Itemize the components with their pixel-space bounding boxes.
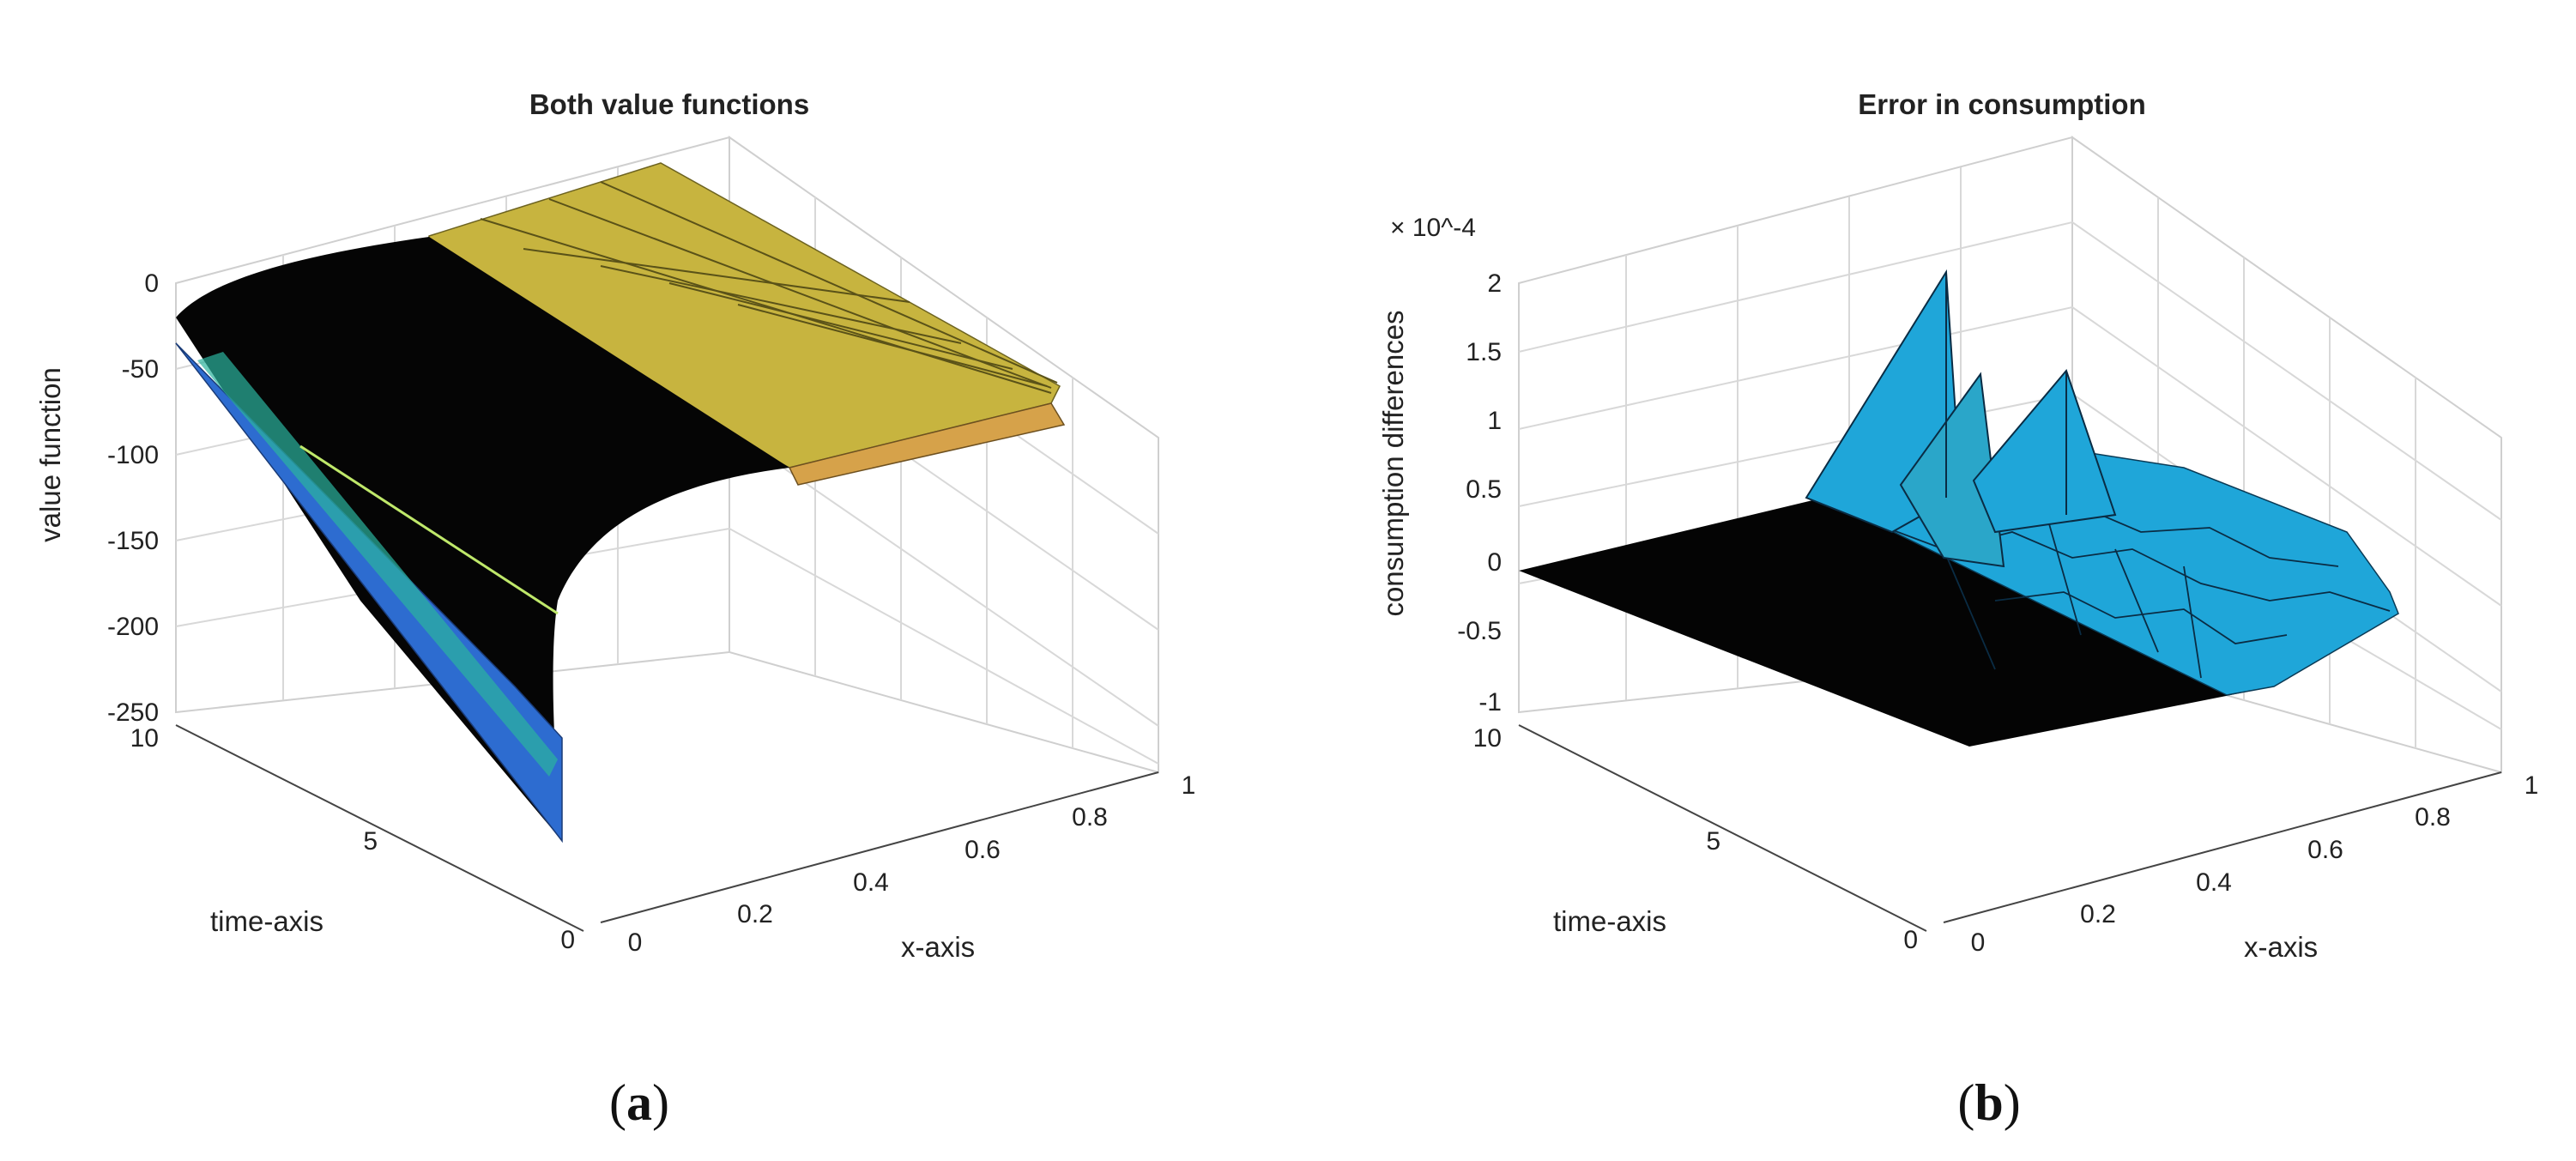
panel-b-yt-5: 5 [1706, 827, 1720, 856]
panel-b-title: Error in consumption [1858, 88, 2146, 120]
panel-b-zt-15: 1.5 [1466, 338, 1502, 366]
panel-a-xt-2: 0.4 [853, 868, 889, 897]
panel-a-zt-0: 0 [144, 269, 159, 298]
panel-a-x-ticks: 0 0.2 0.4 0.6 0.8 1 [628, 771, 1196, 957]
panel-a-title: Both value functions [529, 88, 809, 120]
panel-b-exponent: × 10^-4 [1390, 214, 1476, 242]
panel-a-ylabel: time-axis [210, 905, 324, 937]
panel-a-xt-0: 0 [628, 928, 643, 957]
panel-b-xt-5: 1 [2525, 771, 2539, 800]
panel-a-yt-10: 10 [130, 724, 159, 753]
panel-a-zt-1: -50 [122, 355, 159, 384]
panel-b-xt-4: 0.8 [2415, 803, 2451, 831]
panel-a-axis-lines [175, 724, 1159, 932]
panel-b-xt-1: 0.2 [2080, 900, 2116, 928]
panel-b-zt-05: 0.5 [1466, 475, 1502, 504]
panel-a-zlabel: value function [34, 367, 66, 542]
panel-b [1518, 136, 2502, 774]
panel-b-xlabel: x-axis [2244, 931, 2318, 963]
panel-b-xt-3: 0.6 [2307, 836, 2343, 864]
panel-a-xt-1: 0.2 [737, 900, 773, 928]
panel-a-zt-4: -200 [107, 613, 159, 641]
panel-b-surface-flat [1519, 498, 2274, 747]
panel-b-zlabel: consumption differences [1377, 310, 1409, 616]
panel-b-xt-0: 0 [1971, 928, 1986, 957]
panel-a-surface-ledge [788, 402, 1066, 486]
panel-a-caption: (a) [609, 1074, 669, 1131]
panel-a-zt-2: -100 [107, 441, 159, 469]
panel-a-surface-dark [176, 237, 789, 841]
panel-b-axis-lines [1518, 724, 2502, 932]
panel-a-yt-0: 0 [560, 926, 575, 954]
panel-a [175, 136, 1159, 844]
panel-b-zt-1: 1 [1487, 407, 1502, 435]
panel-a-zt-3: -150 [107, 527, 159, 555]
panel-a-surface-mesh [480, 181, 1058, 394]
panel-a-xlabel: x-axis [901, 931, 975, 963]
panel-a-xt-3: 0.6 [964, 836, 1001, 864]
panel-b-caption: (b) [1957, 1074, 2020, 1131]
panel-b-peak-2 [1899, 372, 2005, 568]
panel-a-xt-5: 1 [1182, 771, 1196, 800]
panel-a-xt-4: 0.8 [1072, 803, 1108, 831]
panel-b-zt-m05: -0.5 [1457, 617, 1502, 645]
panel-b-z-ticks: 2 1.5 1 0.5 0 -0.5 -1 [1457, 269, 1502, 717]
panel-b-y-ticks: 10 5 0 [1473, 724, 1918, 954]
panel-a-y-ticks: 10 5 0 [130, 724, 575, 954]
panel-b-yt-10: 10 [1473, 724, 1502, 753]
panel-a-zt-5: -250 [107, 698, 159, 727]
panel-b-x-ticks: 0 0.2 0.4 0.6 0.8 1 [1971, 771, 2539, 957]
panel-b-xt-2: 0.4 [2196, 868, 2232, 897]
panel-b-peak-3 [1972, 369, 2117, 534]
panel-a-z-ticks: 0 -50 -100 -150 -200 -250 [107, 269, 159, 727]
panel-a-yt-5: 5 [363, 827, 378, 856]
panel-b-zt-0: 0 [1487, 548, 1502, 577]
panel-b-ylabel: time-axis [1553, 905, 1666, 937]
panel-b-yt-0: 0 [1903, 926, 1918, 954]
panel-b-zt-2: 2 [1487, 269, 1502, 298]
panel-b-zt-m1: -1 [1478, 688, 1502, 717]
